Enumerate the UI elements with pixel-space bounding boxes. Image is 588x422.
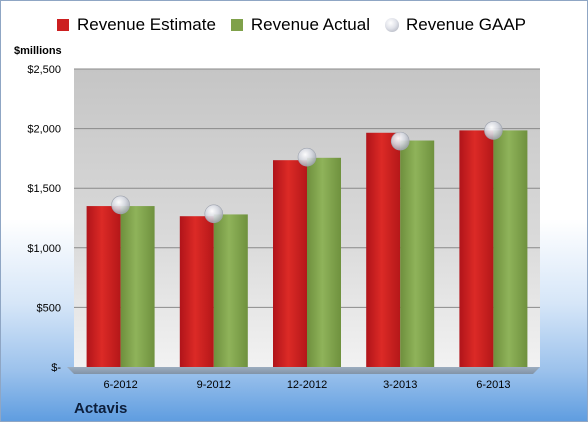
gaap-marker bbox=[390, 131, 410, 151]
y-tick-label: $1,000 bbox=[27, 243, 61, 255]
bar-actual bbox=[307, 157, 341, 367]
plot-floor bbox=[67, 367, 540, 374]
gaap-marker bbox=[111, 195, 130, 215]
y-tick-label: $- bbox=[51, 362, 61, 374]
legend-marker-gaap bbox=[385, 18, 399, 32]
legend-swatch-estimate bbox=[57, 19, 69, 31]
legend-item-estimate: Revenue Estimate bbox=[57, 15, 216, 35]
bar-estimate bbox=[459, 130, 494, 367]
legend-label-gaap: Revenue GAAP bbox=[406, 15, 527, 34]
x-tick-label: 12-2012 bbox=[287, 379, 327, 391]
legend-item-actual: Revenue Actual bbox=[230, 15, 370, 35]
legend-item-gaap: Revenue GAAP bbox=[385, 15, 526, 35]
y-tick-label: $500 bbox=[37, 302, 61, 314]
bar-estimate bbox=[366, 132, 401, 367]
bar-actual bbox=[213, 214, 248, 367]
y-axis-unit-label: $millions bbox=[14, 45, 62, 57]
x-tick-label: 6-2013 bbox=[476, 379, 510, 391]
legend-swatch-actual bbox=[230, 19, 243, 31]
company-name: Actavis bbox=[74, 400, 128, 417]
gaap-marker bbox=[297, 147, 317, 167]
bar-estimate bbox=[86, 206, 121, 367]
y-tick-label: $2,000 bbox=[27, 124, 61, 136]
legend-label-actual: Revenue Actual bbox=[250, 15, 370, 34]
legend-label-estimate: Revenue Estimate bbox=[77, 15, 216, 34]
legend: Revenue Estimate Revenue Actual Revenue … bbox=[57, 15, 541, 35]
y-tick-label: $1,500 bbox=[27, 183, 61, 195]
gaap-marker bbox=[204, 204, 224, 224]
bar-actual bbox=[120, 206, 155, 367]
bar-estimate bbox=[273, 160, 307, 367]
bar-actual bbox=[493, 130, 528, 367]
y-tick-label: $2,500 bbox=[27, 64, 61, 76]
bar-actual bbox=[400, 140, 435, 367]
x-tick-label: 9-2012 bbox=[197, 379, 231, 391]
x-tick-label: 3-2013 bbox=[383, 379, 417, 391]
gaap-marker bbox=[484, 121, 503, 140]
x-tick-label: 6-2012 bbox=[103, 379, 137, 391]
bar-estimate bbox=[179, 216, 214, 367]
